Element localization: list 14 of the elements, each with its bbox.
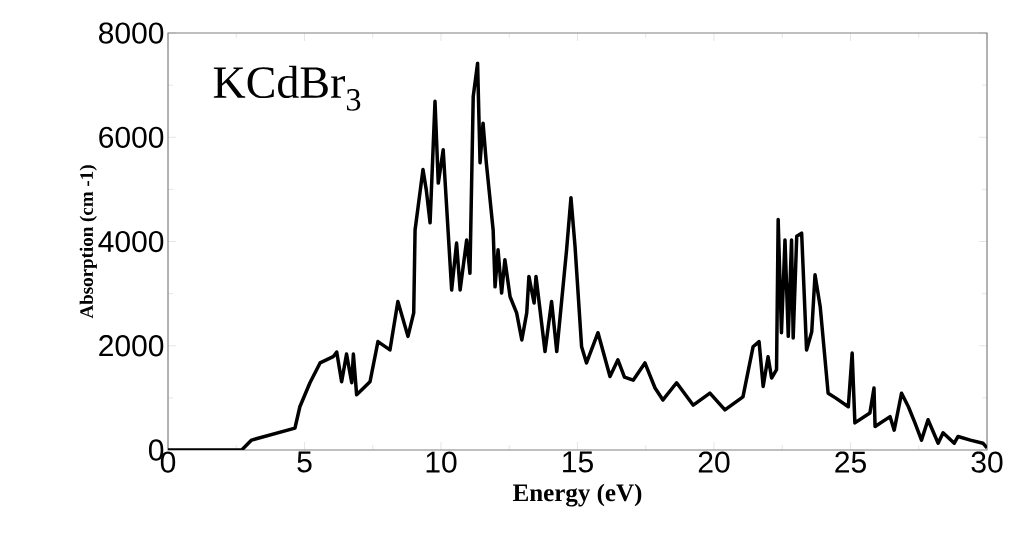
annotation: KCdBr$_{3}$ (213, 65, 361, 111)
y-tick-label: 8000 (99, 22, 164, 44)
x-tick-label: 30 (971, 451, 1003, 473)
x-tick-label: 5 (297, 451, 312, 473)
y-axis-title: Absorption (cm -1) (79, 165, 97, 319)
x-axis-title: Energy (eV) (513, 483, 642, 507)
x-tick-label: 20 (698, 451, 730, 473)
x-tick-label: 15 (563, 451, 593, 473)
y-tick-label: 2000 (99, 335, 164, 357)
y-tick-label: 6000 (99, 126, 164, 148)
x-tick-label: 25 (835, 451, 866, 473)
line-series (168, 61, 988, 450)
x-tick-label: 10 (426, 451, 457, 473)
y-tick-label: 4000 (98, 230, 164, 253)
